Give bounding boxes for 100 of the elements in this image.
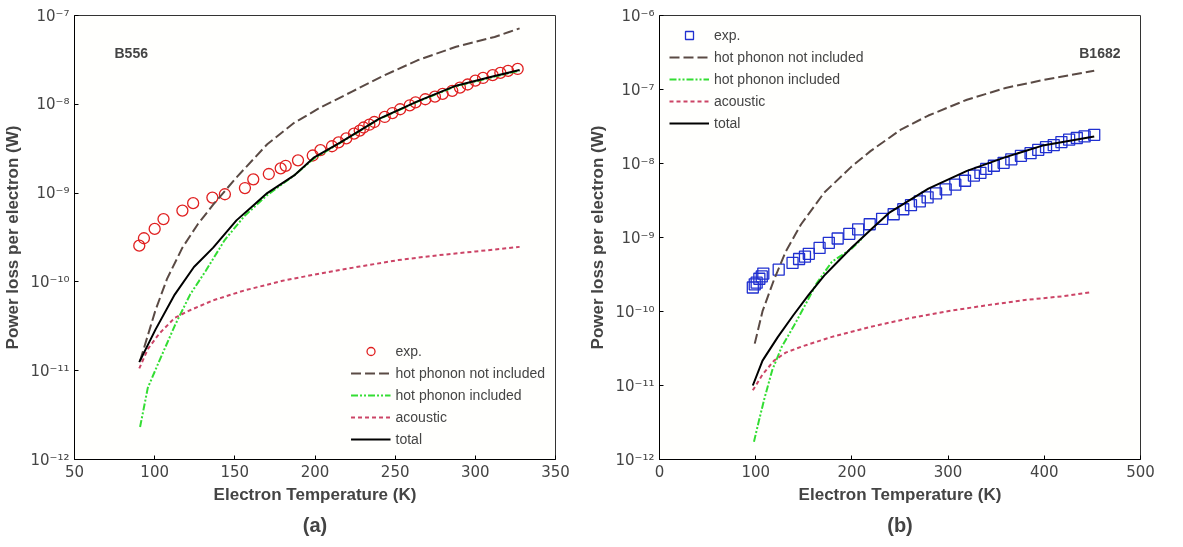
point <box>347 127 361 140</box>
point <box>1055 135 1068 149</box>
point <box>843 227 856 241</box>
point <box>997 156 1010 170</box>
x-axis-title: Electron Temperature (K) <box>213 484 417 504</box>
x-tick-label: 100 <box>741 462 771 481</box>
point <box>813 241 826 255</box>
point <box>453 81 467 94</box>
point <box>363 118 376 131</box>
point <box>967 169 981 182</box>
x-tick-label: 400 <box>1029 462 1059 481</box>
point <box>262 167 275 181</box>
point <box>353 124 366 137</box>
point <box>875 212 889 225</box>
point <box>974 166 987 179</box>
point <box>386 106 399 120</box>
point <box>461 78 474 91</box>
point <box>469 74 482 87</box>
point <box>148 222 161 236</box>
legend-label: acoustic <box>714 93 766 109</box>
point <box>786 256 799 270</box>
y-tick-label: 10⁻⁷ <box>621 80 655 99</box>
y-tick-label: 10⁻⁸ <box>621 154 655 173</box>
point <box>419 93 432 106</box>
point <box>980 162 993 176</box>
point <box>157 212 170 226</box>
point <box>218 188 232 201</box>
point <box>238 181 252 195</box>
legend-label: total <box>714 115 741 131</box>
point <box>852 223 865 236</box>
point <box>187 197 200 210</box>
legend-label: exp. <box>714 27 741 43</box>
point <box>1032 143 1045 156</box>
y-axis-title: Power loss per electron (W) <box>3 125 23 350</box>
point <box>446 84 459 97</box>
point <box>887 208 900 221</box>
y-tick-label: 10⁻¹⁰ <box>30 272 70 291</box>
point <box>494 66 507 79</box>
point <box>409 96 422 109</box>
point <box>486 69 499 82</box>
point <box>1070 131 1083 145</box>
line-series <box>751 291 1092 392</box>
point <box>929 187 943 200</box>
y-tick-label: 10⁻⁹ <box>621 228 655 247</box>
point <box>1005 153 1018 166</box>
point <box>137 232 151 245</box>
point <box>357 121 370 134</box>
line-series <box>752 238 863 443</box>
x-tick-label: 150 <box>220 462 250 481</box>
x-tick-label: 300 <box>933 462 963 481</box>
point <box>436 87 449 101</box>
point <box>378 110 391 124</box>
point <box>274 162 287 175</box>
annotation: B556 <box>114 44 149 61</box>
point <box>340 132 353 145</box>
y-tick-label: 10⁻¹⁰ <box>615 302 655 321</box>
x-tick-label: 50 <box>64 462 85 481</box>
point <box>1062 133 1076 146</box>
point <box>1014 149 1028 162</box>
point <box>772 263 785 276</box>
point <box>428 90 442 103</box>
point <box>863 218 876 231</box>
point <box>792 252 806 266</box>
point <box>1078 130 1091 143</box>
point <box>306 149 319 162</box>
point <box>1088 128 1101 141</box>
legend-label: hot phonon included <box>395 387 522 403</box>
legend-label: total <box>395 431 422 447</box>
point <box>393 103 407 116</box>
x-tick-label: 350 <box>541 462 570 481</box>
point <box>403 99 416 112</box>
y-tick-label: 10⁻¹¹ <box>30 361 70 380</box>
point <box>949 178 962 191</box>
x-tick-label: 500 <box>1126 462 1155 481</box>
y-tick-label: 10⁻⁸ <box>36 95 70 114</box>
y-tick-label: 10⁻⁶ <box>621 6 655 25</box>
point <box>476 71 490 85</box>
point <box>206 191 219 204</box>
point <box>913 195 926 208</box>
point <box>133 239 146 252</box>
x-tick-label: 200 <box>300 462 330 481</box>
text: (b) <box>887 513 913 536</box>
y-axis-title: Power loss per electron (W) <box>588 125 608 350</box>
point <box>1024 147 1037 160</box>
point <box>332 136 345 149</box>
x-axis-title: Electron Temperature (K) <box>798 484 1002 504</box>
legend-label: hot phonon included <box>714 71 841 87</box>
x-tick-label: 300 <box>461 462 490 481</box>
point <box>798 250 812 263</box>
point <box>987 159 1001 172</box>
point <box>802 247 815 261</box>
point <box>921 191 934 204</box>
text: (a) <box>302 513 328 536</box>
point <box>325 140 339 153</box>
legend-label: acoustic <box>395 409 447 425</box>
point <box>904 199 918 212</box>
point <box>831 232 844 245</box>
point <box>291 154 305 167</box>
point <box>368 115 381 129</box>
x-tick-label: 100 <box>140 462 169 481</box>
